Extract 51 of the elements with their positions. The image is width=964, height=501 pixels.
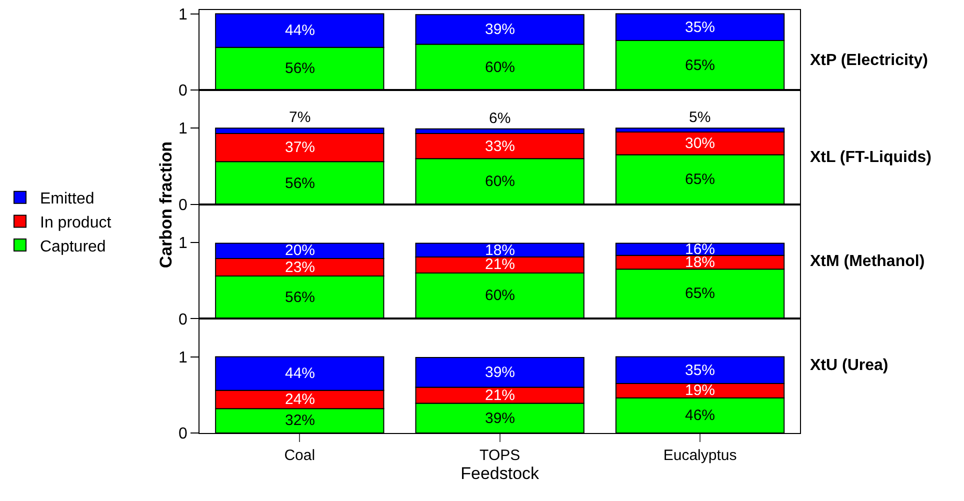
data-label: 35% [685,362,716,379]
y-axis-title: Carbon fraction [156,142,176,268]
text: XtP (Electricity) [810,52,928,69]
legend-label: In product [40,214,112,232]
legend-label: Emitted [40,190,94,208]
x-axis-title: Feedstock [460,464,540,483]
data-label: 56% [285,175,316,192]
legend-label: Captured [40,238,106,256]
x-tick-label: Eucalyptus [663,447,737,464]
data-label: 35% [685,19,716,36]
x-tick-label: TOPS [480,447,520,464]
text: XtL (FT-Liquids) [810,149,932,166]
data-label: 30% [685,135,716,152]
data-label: 6% [489,110,511,127]
y-tick-label: 0 [178,82,188,100]
data-label: 32% [285,412,316,429]
data-label: 33% [485,138,516,155]
x-tick-label: Coal [284,447,316,464]
data-label: 60% [485,287,516,304]
data-label: 19% [685,382,716,399]
data-label: 5% [689,109,711,126]
data-label: 20% [285,242,316,259]
y-tick-label: 1 [178,235,188,252]
data-label: 18% [485,242,516,259]
data-label: 21% [485,387,516,404]
data-label: 37% [285,139,316,156]
data-label: 65% [685,57,716,74]
data-label: 60% [485,173,516,190]
text: XtM (Methanol) [810,253,925,270]
data-label: 23% [285,259,316,276]
y-tick-label: 0 [178,426,188,443]
text: XtU (Urea) [810,357,888,374]
data-label: 46% [685,407,716,424]
data-label: 21% [485,256,516,273]
data-label: 39% [485,364,516,381]
data-label: 56% [285,289,316,306]
y-tick-label: 0 [178,196,188,214]
data-label: 7% [289,109,311,126]
data-label: 24% [285,391,316,408]
data-label: 39% [485,410,516,427]
y-tick-label: 0 [178,311,188,328]
data-label: 60% [485,59,516,76]
data-label: 56% [285,60,316,77]
y-tick-label: 1 [178,6,188,24]
data-label: 39% [485,21,516,38]
data-label: 65% [685,171,716,188]
y-tick-label: 1 [178,120,188,138]
data-label: 65% [685,285,716,302]
data-label: 44% [285,365,316,382]
data-label: 44% [285,22,316,39]
y-tick-label: 1 [178,349,188,366]
